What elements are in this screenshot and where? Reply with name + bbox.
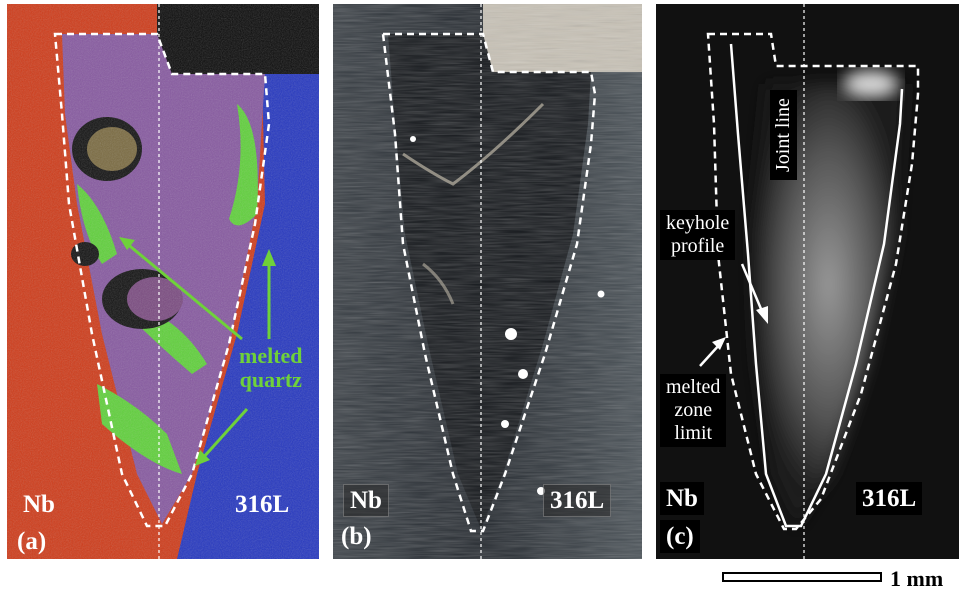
panel-c-xray-image: keyhole profile melted zone limit Nb 316L (…: [656, 4, 959, 559]
optical-image: [333, 4, 642, 559]
nb-label-a: Nb: [23, 491, 55, 518]
scale-bar: [722, 572, 882, 582]
steel-label-b: 316L: [543, 484, 612, 517]
nb-label-b: Nb: [343, 484, 389, 517]
steel-label-a: 316L: [235, 491, 290, 518]
joint-line-label: Joint line: [770, 90, 797, 180]
melted-quartz-label: melted quartz: [239, 343, 303, 393]
scale-label: 1 mm: [890, 566, 944, 591]
melted-zone-limit-label: melted zone limit: [660, 374, 727, 447]
panel-a-eds-map: melted quartz Nb 316L (a): [7, 4, 319, 559]
keyhole-profile-label: keyhole profile: [660, 210, 736, 260]
panel-b-optical-image: Nb 316L (b): [333, 4, 642, 559]
steel-label-c: 316L: [856, 482, 923, 515]
xray-image: [656, 4, 959, 559]
panel-label-b: (b): [341, 523, 372, 550]
eds-map-image: [7, 4, 319, 559]
panel-label-a: (a): [17, 528, 47, 555]
panel-label-c: (c): [660, 520, 700, 553]
nb-label-c: Nb: [660, 482, 704, 515]
